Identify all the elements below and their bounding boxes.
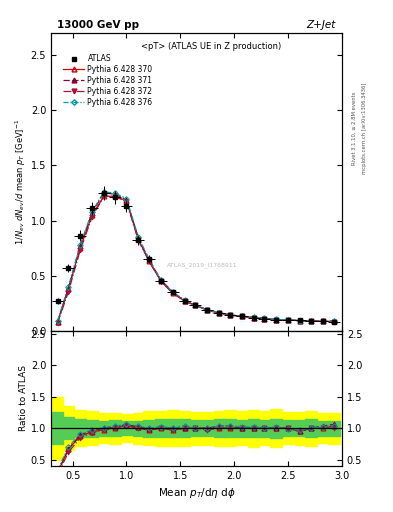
Bar xyxy=(294,420,305,436)
Bar xyxy=(294,412,305,445)
Bar xyxy=(121,414,132,442)
Legend: ATLAS, Pythia 6.428 370, Pythia 6.428 371, Pythia 6.428 372, Pythia 6.428 376: ATLAS, Pythia 6.428 370, Pythia 6.428 37… xyxy=(61,52,155,109)
Bar xyxy=(167,410,179,446)
Bar xyxy=(270,419,282,438)
Bar xyxy=(214,419,224,437)
Bar xyxy=(282,420,294,436)
Bar xyxy=(201,420,213,436)
Bar xyxy=(179,411,190,445)
Bar xyxy=(74,410,86,446)
Bar xyxy=(317,413,329,443)
Bar xyxy=(189,420,201,436)
Bar xyxy=(248,419,259,437)
Bar xyxy=(201,412,213,445)
Bar xyxy=(167,419,179,437)
Bar xyxy=(86,411,98,445)
Bar xyxy=(143,411,155,445)
Bar xyxy=(214,411,224,446)
Bar xyxy=(179,419,190,437)
Bar xyxy=(62,406,74,450)
X-axis label: Mean $p_T$/d$\eta$ d$\phi$: Mean $p_T$/d$\eta$ d$\phi$ xyxy=(158,486,235,500)
Bar xyxy=(62,417,74,439)
Bar xyxy=(99,413,109,443)
Bar xyxy=(52,413,63,444)
Bar xyxy=(155,411,167,445)
Bar xyxy=(155,419,167,437)
Bar xyxy=(121,421,132,435)
Bar xyxy=(109,413,121,444)
Bar xyxy=(329,420,340,436)
Bar xyxy=(74,419,86,437)
Bar xyxy=(329,413,340,443)
Bar xyxy=(270,409,282,447)
Bar xyxy=(99,421,109,436)
Bar xyxy=(143,420,155,437)
Bar xyxy=(86,420,98,437)
Text: mcplots.cern.ch [arXiv:1306.3436]: mcplots.cern.ch [arXiv:1306.3436] xyxy=(362,82,367,174)
Bar xyxy=(224,410,236,446)
Bar xyxy=(236,411,248,445)
Text: Z+Jet: Z+Jet xyxy=(307,20,336,30)
Y-axis label: $1/N_{ev}$ $dN_{ev}/d$ mean $p_T$ [GeV]$^{-1}$: $1/N_{ev}$ $dN_{ev}/d$ mean $p_T$ [GeV]$… xyxy=(13,119,28,245)
Bar xyxy=(133,420,144,436)
Bar xyxy=(305,411,317,445)
Text: ATLAS_2019_I1768911: ATLAS_2019_I1768911 xyxy=(167,263,238,268)
Bar xyxy=(317,421,329,436)
Text: Rivet 3.1.10, ≥ 2.8M events: Rivet 3.1.10, ≥ 2.8M events xyxy=(352,91,357,165)
Bar xyxy=(259,420,270,437)
Bar xyxy=(133,413,144,443)
Bar xyxy=(236,420,248,437)
Bar xyxy=(224,419,236,437)
Text: <pT> (ATLAS UE in Z production): <pT> (ATLAS UE in Z production) xyxy=(141,42,281,51)
Bar xyxy=(259,411,270,445)
Text: 13000 GeV pp: 13000 GeV pp xyxy=(57,20,139,30)
Bar xyxy=(305,419,317,437)
Bar xyxy=(248,410,259,446)
Y-axis label: Ratio to ATLAS: Ratio to ATLAS xyxy=(19,366,28,431)
Bar xyxy=(109,420,121,436)
Bar xyxy=(52,397,63,460)
Bar xyxy=(189,412,201,444)
Bar xyxy=(282,413,294,444)
